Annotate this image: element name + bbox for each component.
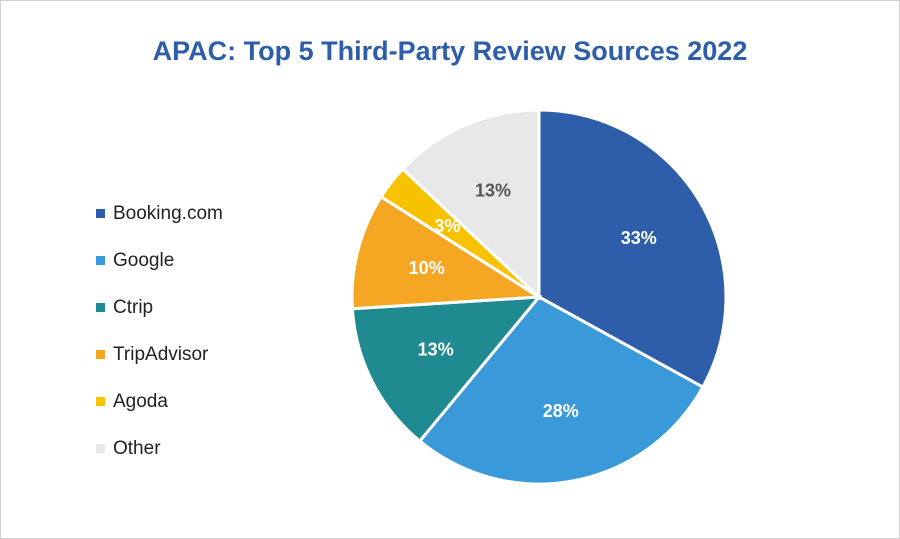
chart-title: APAC: Top 5 Third-Party Review Sources 2… [152,36,748,66]
chart-legend: Booking.com Google Ctrip TripAdvisor Ago… [96,190,223,472]
legend-swatch-other [96,444,105,453]
legend-item-tripadvisor: TripAdvisor [96,331,223,378]
legend-item-other: Other [96,425,223,472]
legend-label-tripadvisor: TripAdvisor [113,343,209,365]
legend-swatch-ctrip [96,303,105,312]
legend-label-booking: Booking.com [113,202,223,224]
pie-slice-tripadvisor [350,194,544,311]
pie-slice-booking [537,108,728,390]
legend-item-booking: Booking.com [96,190,223,237]
legend-item-agoda: Agoda [96,378,223,425]
legend-label-google: Google [113,249,175,271]
legend-swatch-booking [96,209,105,218]
legend-swatch-agoda [96,397,105,406]
legend-label-other: Other [113,437,161,459]
pie-slice-ctrip [350,295,543,444]
pie-slice-google [417,295,705,486]
slice-label-other: 13% [475,181,511,201]
legend-item-ctrip: Ctrip [96,284,223,331]
slice-label-ctrip: 13% [418,340,454,360]
legend-swatch-tripadvisor [96,350,105,359]
legend-swatch-google [96,256,105,265]
slice-label-agoda: 3% [434,216,460,236]
legend-item-google: Google [96,237,223,284]
slice-label-booking: 33% [621,228,657,248]
legend-label-agoda: Agoda [113,390,168,412]
slice-label-google: 28% [543,401,579,421]
pie-slice-other [400,108,541,301]
slice-label-tripadvisor: 10% [409,258,445,278]
legend-label-ctrip: Ctrip [113,296,154,318]
